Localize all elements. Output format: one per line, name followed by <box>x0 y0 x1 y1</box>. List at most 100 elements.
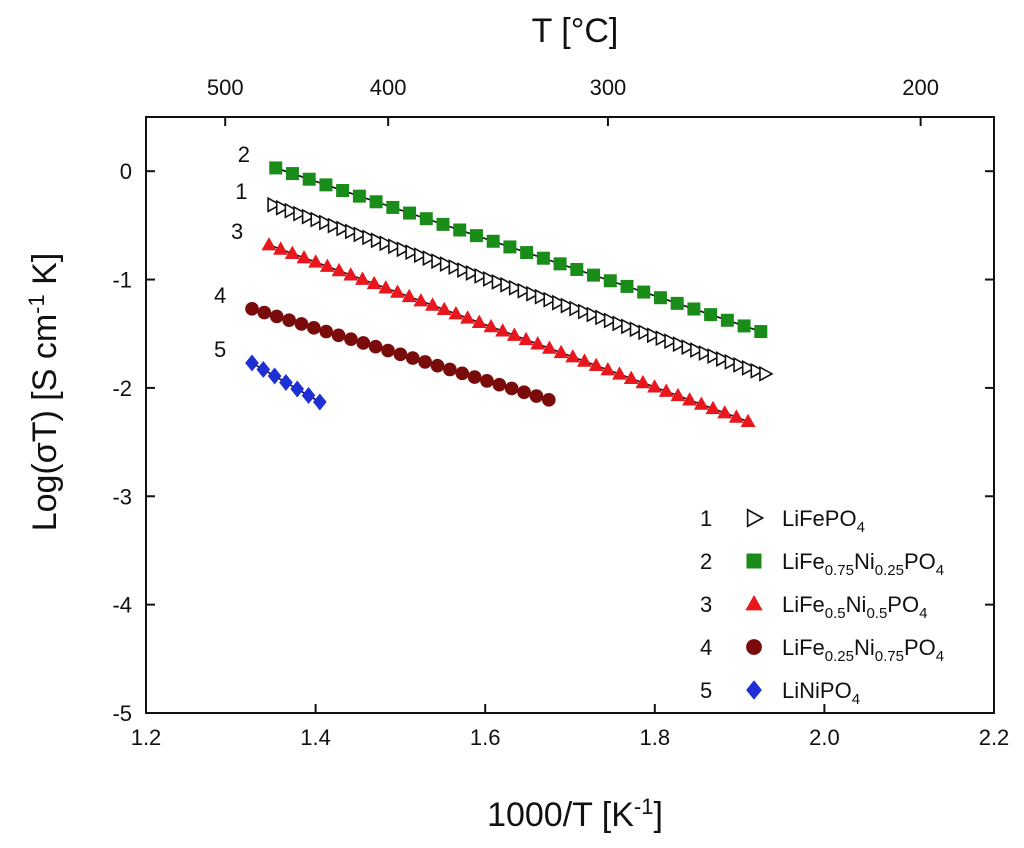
data-point <box>366 275 382 290</box>
data-point <box>646 327 662 344</box>
y-tick-label: 0 <box>120 159 132 184</box>
data-point <box>352 189 366 203</box>
data-point <box>257 305 272 320</box>
plot-frame <box>145 116 995 714</box>
data-point <box>460 310 476 324</box>
data-point <box>301 208 317 225</box>
data-point <box>704 308 718 322</box>
axis-ticks: 1.2 1.4 1.6 1.8 2.0 2.2 0 -1 -2 -3 -4 -5 500 400 300 20… <box>112 75 1009 750</box>
data-point <box>503 240 517 254</box>
data-point <box>390 284 405 298</box>
data-point <box>405 244 420 261</box>
top-tick-label: 200 <box>902 75 939 100</box>
data-point <box>653 291 667 305</box>
x-axis-title: 1000/T [K-1] <box>487 794 663 834</box>
data-point <box>279 374 293 391</box>
data-point <box>273 241 289 255</box>
data-point <box>418 355 432 369</box>
data-point <box>526 285 541 302</box>
data-point <box>379 235 394 252</box>
data-point <box>670 387 686 402</box>
data-point <box>715 351 731 367</box>
data-point <box>319 258 335 272</box>
data-point <box>430 358 445 373</box>
data-points <box>245 161 774 428</box>
data-point <box>474 267 489 284</box>
data-point <box>672 336 688 353</box>
data-point <box>419 212 433 226</box>
data-point <box>448 259 463 276</box>
data-point <box>443 362 457 377</box>
data-point <box>517 385 531 400</box>
legend-number: 2 <box>700 549 712 574</box>
data-point <box>541 340 557 354</box>
data-point <box>401 288 417 303</box>
data-point <box>267 367 282 385</box>
top-tick-label: 400 <box>370 75 407 100</box>
data-point <box>534 288 550 305</box>
data-point <box>750 362 765 379</box>
data-point <box>530 336 546 350</box>
data-point <box>670 296 684 310</box>
data-point <box>293 205 308 222</box>
data-point <box>754 325 768 339</box>
data-point <box>275 199 291 216</box>
data-point <box>296 249 312 264</box>
data-point <box>302 172 316 186</box>
legend-label: LiFe0.75Ni0.25PO4 <box>782 549 944 579</box>
data-point <box>492 377 507 392</box>
data-point <box>553 344 569 359</box>
data-point <box>422 250 438 267</box>
data-point <box>690 342 705 359</box>
data-point <box>319 324 334 339</box>
data-point <box>413 293 429 307</box>
data-point <box>486 234 500 248</box>
data-point <box>495 323 511 337</box>
data-point <box>313 393 327 411</box>
data-point <box>541 393 556 407</box>
data-point <box>344 223 360 240</box>
series-5-points <box>245 354 327 411</box>
data-point <box>362 229 377 246</box>
data-point <box>637 285 651 299</box>
data-point <box>687 302 701 316</box>
data-point <box>717 405 733 419</box>
data-point <box>720 313 734 327</box>
y-tick-label: -2 <box>112 376 132 401</box>
data-point <box>267 196 282 213</box>
data-point <box>600 362 616 376</box>
legend-marker <box>746 553 762 569</box>
series-number-label: 2 <box>238 142 250 167</box>
data-point <box>471 314 487 328</box>
data-point <box>621 318 636 335</box>
data-point <box>354 271 370 285</box>
data-point <box>733 356 748 373</box>
x-tick-label: 1.2 <box>131 725 162 750</box>
data-point <box>308 254 324 268</box>
data-point <box>353 226 369 243</box>
legend-number: 3 <box>700 592 712 617</box>
data-point <box>356 336 371 350</box>
legend: 1 LiFePO4 2 LiFe0.75Ni0.25PO4 3 LiFe0.5Ni0.5P… <box>700 506 944 708</box>
x-tick-label: 1.6 <box>470 725 501 750</box>
legend-label: LiNiPO4 <box>782 678 860 708</box>
data-point <box>343 267 359 281</box>
data-point <box>344 332 358 346</box>
data-point <box>393 347 408 362</box>
top-tick-label: 500 <box>207 75 244 100</box>
data-point <box>707 348 722 364</box>
data-point <box>682 392 698 406</box>
data-point <box>612 366 628 380</box>
data-point <box>469 229 483 243</box>
data-point <box>595 309 610 326</box>
data-point <box>612 315 627 332</box>
data-point <box>301 387 316 404</box>
data-point <box>448 305 464 320</box>
data-point <box>570 262 584 276</box>
data-point <box>483 318 499 333</box>
data-point <box>705 400 721 415</box>
x-tick-label: 1.4 <box>300 725 331 750</box>
legend-label: LiFe0.25Ni0.75PO4 <box>782 635 944 665</box>
data-point <box>737 319 751 333</box>
legend-label: LiFe0.5Ni0.5PO4 <box>782 592 927 622</box>
